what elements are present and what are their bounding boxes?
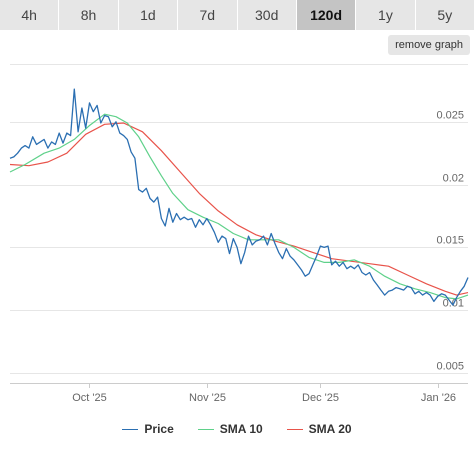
time-range-tabs: 4h 8h 1d 7d 30d 120d 1y 5y [0, 0, 474, 30]
legend-swatch [286, 428, 303, 430]
tab-7d[interactable]: 7d [178, 0, 238, 30]
x-tick-label: Nov '25 [189, 392, 226, 404]
legend-item-sma-20[interactable]: SMA 20 [286, 422, 352, 436]
legend-label: SMA 10 [219, 422, 263, 436]
y-tick-label: 0.02 [443, 173, 464, 185]
y-tick-label: 0.005 [436, 361, 464, 373]
x-tick-label: Oct '25 [72, 392, 107, 404]
x-tick-label: Jan '26 [421, 392, 456, 404]
series-lines [9, 88, 469, 306]
grid-lines [10, 64, 468, 374]
series-line-sma-20 [9, 122, 469, 296]
legend-item-sma-10[interactable]: SMA 10 [197, 422, 263, 436]
y-tick-label: 0.015 [436, 235, 464, 247]
legend-label: Price [144, 422, 174, 436]
series-line-sma-10 [9, 113, 469, 300]
remove-graph-button[interactable]: remove graph [388, 35, 470, 55]
tab-1d[interactable]: 1d [118, 0, 179, 30]
tab-8h[interactable]: 8h [59, 0, 119, 30]
tab-30d[interactable]: 30d [237, 0, 297, 30]
legend-item-price[interactable]: Price [122, 422, 174, 436]
y-tick-label: 0.025 [436, 110, 464, 122]
x-axis: Oct '25 Nov '25 Dec '25 Jan '26 [10, 383, 468, 404]
tab-5y[interactable]: 5y [415, 0, 474, 30]
legend-swatch [197, 428, 214, 430]
legend: Price SMA 10 SMA 20 [0, 419, 474, 439]
legend-label: SMA 20 [308, 422, 352, 436]
legend-swatch [122, 428, 139, 430]
tab-120d[interactable]: 120d [296, 0, 357, 30]
series-line-price [9, 88, 469, 306]
x-tick-label: Dec '25 [302, 392, 339, 404]
tab-1y[interactable]: 1y [356, 0, 416, 30]
tab-4h[interactable]: 4h [0, 0, 60, 30]
